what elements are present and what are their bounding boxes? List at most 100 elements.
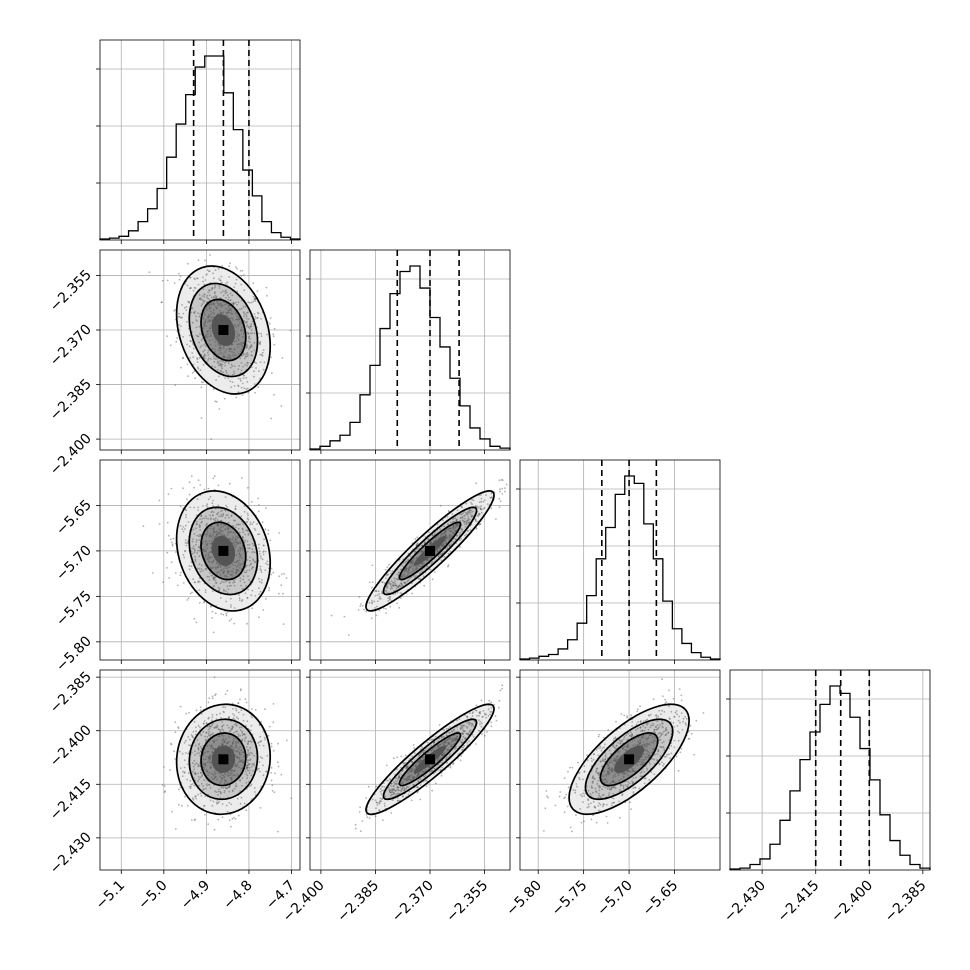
scatter-point (263, 361, 266, 364)
scatter-point (204, 279, 207, 281)
scatter-point (158, 523, 161, 525)
scatter-point (223, 335, 226, 337)
scatter-point (203, 343, 206, 346)
scatter-point (260, 739, 263, 742)
scatter-point (223, 397, 226, 400)
scatter-point (247, 337, 250, 340)
scatter-point (242, 523, 245, 525)
scatter-point (161, 784, 164, 786)
scatter-point (185, 306, 188, 308)
scatter-point (208, 303, 211, 306)
scatter-point (199, 533, 201, 536)
scatter-point (209, 755, 212, 758)
scatter-point (257, 543, 260, 546)
scatter-point (244, 737, 246, 740)
scatter-point (422, 559, 424, 562)
scatter-point (188, 568, 191, 571)
scatter-point (234, 323, 236, 326)
scatter-point (229, 531, 232, 533)
scatter-point (240, 688, 242, 690)
scatter-point (198, 341, 201, 344)
scatter-point (185, 752, 187, 754)
scatter-point (230, 780, 233, 782)
scatter-point (239, 523, 241, 526)
scatter-point (396, 756, 399, 759)
scatter-point (205, 540, 208, 543)
scatter-point (433, 767, 436, 770)
scatter-point (479, 523, 482, 525)
scatter-point (437, 541, 439, 544)
scatter-point (213, 551, 216, 554)
scatter-point (232, 332, 235, 335)
scatter-point (182, 770, 184, 773)
scatter-point (469, 529, 472, 531)
scatter-point (409, 779, 412, 782)
scatter-point (212, 559, 215, 562)
scatter-point (257, 386, 260, 389)
scatter-point (187, 772, 190, 774)
scatter-point (612, 769, 615, 771)
scatter-point (366, 816, 369, 818)
scatter-point (240, 283, 243, 286)
scatter-point (566, 805, 569, 808)
scatter-point (238, 751, 241, 754)
scatter-point (264, 598, 267, 600)
scatter-point (401, 583, 403, 586)
scatter-point (264, 569, 267, 571)
scatter-point (230, 548, 233, 551)
scatter-point (455, 525, 457, 528)
scatter-point (223, 567, 225, 570)
scatter-point (578, 776, 580, 779)
scatter-point (181, 775, 184, 777)
scatter-point (198, 546, 200, 548)
scatter-point (192, 538, 194, 541)
scatter-point (218, 303, 220, 305)
scatter-point (388, 563, 390, 566)
scatter-point (247, 301, 250, 304)
scatter-point (217, 524, 219, 526)
scatter-point (274, 772, 276, 775)
scatter-point (389, 790, 391, 793)
scatter-point (193, 277, 196, 280)
scatter-point (257, 332, 260, 335)
scatter-point (230, 555, 232, 558)
scatter-point (228, 350, 231, 353)
scatter-point (658, 710, 661, 712)
scatter-point (199, 570, 202, 573)
scatter-point (203, 779, 206, 782)
scatter-point (465, 725, 468, 728)
scatter-point (202, 299, 205, 302)
scatter-point (592, 800, 595, 803)
scatter-point (179, 505, 182, 508)
scatter-point (227, 311, 230, 314)
scatter-point (239, 548, 242, 550)
scatter-point (385, 608, 387, 610)
scatter-point (370, 617, 373, 620)
scatter-point (444, 740, 447, 743)
scatter-point (258, 504, 260, 506)
scatter-point (431, 789, 434, 792)
scatter-point (262, 764, 264, 767)
scatter-point (636, 727, 639, 730)
scatter-point (177, 803, 180, 806)
scatter-point (183, 307, 186, 309)
scatter-point (193, 312, 196, 314)
scatter-point (431, 578, 434, 581)
scatter-point (236, 764, 239, 767)
scatter-point (416, 767, 419, 769)
scatter-point (388, 598, 391, 601)
scatter-point (421, 770, 424, 773)
scatter-point (218, 765, 220, 768)
scatter-point (226, 514, 229, 516)
scatter-point (558, 795, 561, 798)
scatter-point (230, 545, 233, 548)
scatter-point (247, 740, 250, 743)
scatter-point (384, 795, 387, 798)
scatter-point (213, 828, 216, 831)
scatter-point (430, 562, 433, 565)
scatter-point (246, 387, 249, 390)
scatter-point (204, 555, 207, 558)
scatter-point (176, 584, 179, 587)
scatter-point (441, 532, 443, 535)
scatter-point (216, 571, 219, 574)
